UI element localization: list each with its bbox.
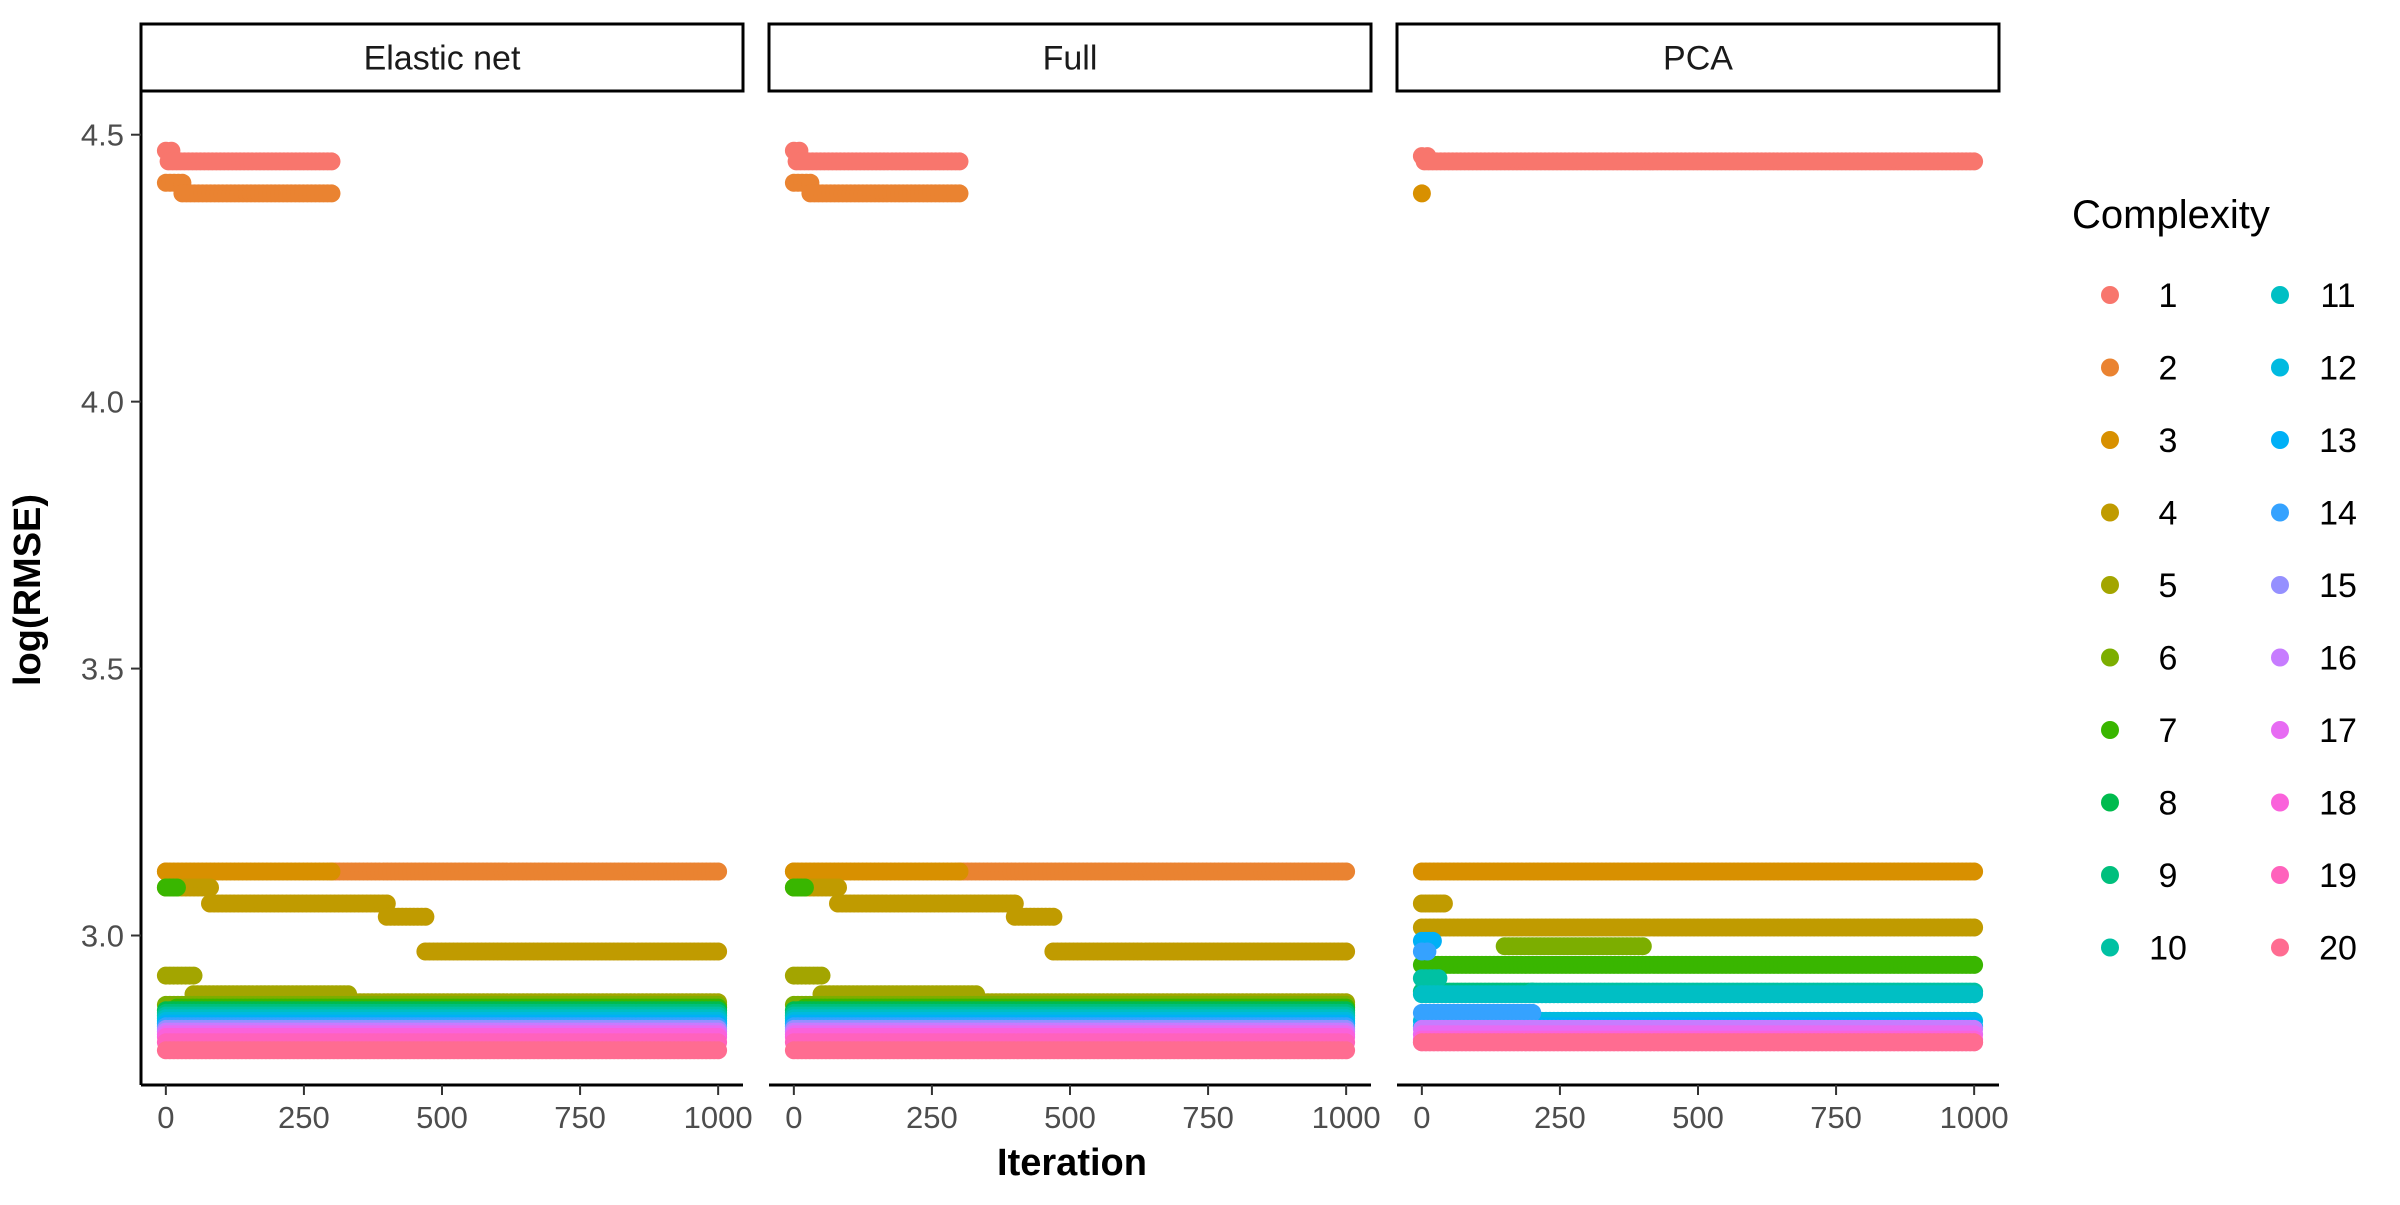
data-point	[1044, 908, 1062, 926]
facet-strip-label: Elastic net	[364, 40, 521, 78]
data-point	[813, 967, 831, 985]
data-point	[201, 879, 219, 897]
data-point	[323, 863, 341, 881]
data-point	[709, 1041, 727, 1059]
data-point	[829, 879, 847, 897]
data-point	[951, 184, 969, 202]
x-tick-label: 750	[554, 1100, 606, 1135]
data-point	[796, 879, 814, 897]
data-point	[709, 863, 727, 881]
data-point	[951, 863, 969, 881]
data-point	[709, 943, 727, 961]
data-point	[1337, 863, 1355, 881]
data-point	[1337, 943, 1355, 961]
data-point	[323, 152, 341, 170]
data-point	[951, 152, 969, 170]
facet-strip-label: Full	[1043, 40, 1098, 78]
x-tick-label: 250	[278, 1100, 330, 1135]
x-tick-label: 1000	[684, 1100, 753, 1135]
data-points	[157, 142, 727, 1060]
data-points	[785, 142, 1355, 1060]
x-tick-label: 0	[157, 1100, 174, 1135]
data-point	[185, 967, 203, 985]
data-point	[416, 908, 434, 926]
x-tick-label: 500	[416, 1100, 468, 1135]
data-point	[323, 184, 341, 202]
data-point	[168, 879, 186, 897]
